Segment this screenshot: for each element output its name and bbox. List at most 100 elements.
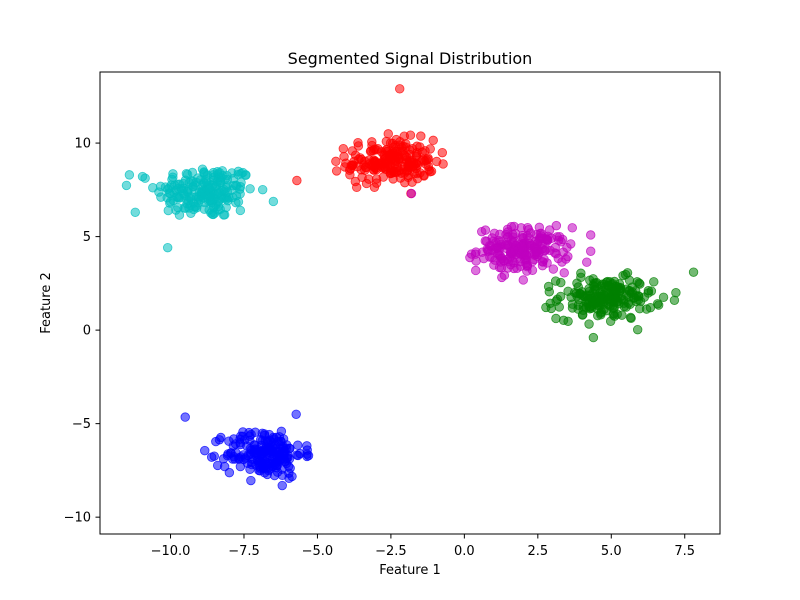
data-point [204, 205, 214, 215]
data-point [180, 412, 190, 422]
data-point [399, 161, 410, 172]
data-point [287, 471, 297, 482]
data-point [471, 265, 481, 276]
data-point [609, 308, 619, 318]
data-point [614, 279, 625, 289]
data-point [212, 460, 223, 471]
data-point [399, 131, 409, 141]
data-point [124, 170, 135, 180]
data-point [671, 288, 681, 298]
data-point [281, 458, 292, 469]
data-point [245, 184, 255, 194]
data-point [369, 182, 380, 193]
data-points [121, 84, 699, 491]
data-point [622, 268, 633, 278]
data-point [688, 267, 699, 277]
data-point [431, 156, 442, 167]
data-point [338, 143, 349, 154]
data-point [567, 303, 578, 313]
data-point [521, 250, 532, 260]
data-point [140, 173, 150, 183]
y-tick-label: 5 [83, 230, 91, 245]
data-point [267, 445, 278, 456]
data-point [350, 176, 361, 187]
data-point [214, 435, 225, 445]
data-point [536, 228, 546, 239]
data-point [543, 281, 554, 292]
data-point [566, 292, 576, 303]
data-point [348, 160, 358, 170]
data-point [566, 239, 576, 249]
data-point [357, 172, 367, 183]
y-tick-label: 10 [74, 137, 91, 152]
data-point [599, 279, 610, 289]
data-point [551, 249, 561, 259]
data-point [182, 169, 193, 180]
data-point [385, 168, 396, 178]
data-point [581, 302, 592, 312]
data-point [412, 173, 423, 184]
data-point [401, 142, 411, 152]
x-tick-label: −5.0 [302, 544, 334, 559]
y-tick-label: 0 [83, 324, 91, 339]
data-point [331, 156, 341, 167]
data-point [199, 168, 209, 178]
data-point [522, 266, 532, 276]
plot-frame [99, 71, 721, 535]
data-point [391, 146, 401, 156]
data-point [148, 183, 158, 193]
data-point [522, 222, 533, 233]
data-point [556, 277, 566, 288]
data-point [215, 204, 225, 215]
data-point [257, 428, 267, 438]
x-tick-label: −7.5 [228, 544, 260, 559]
data-point [669, 295, 680, 306]
data-point [639, 292, 650, 302]
data-point [471, 256, 481, 266]
data-point [559, 268, 569, 278]
data-point [371, 174, 382, 184]
data-point [645, 302, 656, 313]
data-point [180, 203, 191, 214]
data-point [582, 257, 592, 267]
data-point [292, 175, 302, 186]
data-point [509, 236, 520, 247]
x-tick-label: −10.0 [151, 544, 191, 559]
data-point [204, 183, 215, 194]
data-point [369, 144, 380, 154]
data-point [353, 141, 364, 151]
data-point [548, 264, 559, 274]
data-point [273, 436, 283, 447]
data-point [497, 272, 507, 283]
data-point [563, 316, 573, 326]
data-point [653, 300, 664, 310]
x-tick-label: 5.0 [601, 544, 622, 559]
data-point [658, 292, 669, 303]
data-point [174, 210, 185, 220]
data-point [212, 189, 223, 199]
data-point [503, 263, 513, 273]
y-axis-label: Feature 2 [39, 272, 54, 334]
y-tick-label: −10 [64, 511, 91, 526]
data-point [246, 448, 256, 459]
data-point [567, 223, 577, 233]
data-point [486, 241, 496, 251]
data-point [200, 445, 210, 456]
data-point [241, 170, 251, 180]
data-point [646, 286, 657, 296]
data-point [509, 245, 519, 256]
data-point [245, 464, 255, 474]
data-point [563, 251, 573, 262]
x-tick-label: 0.0 [454, 544, 475, 559]
data-point [551, 313, 561, 324]
y-axis: −10 −5 0 5 10 [64, 137, 100, 526]
data-point [303, 450, 314, 461]
data-point [212, 166, 223, 177]
data-point [585, 275, 595, 285]
data-point [632, 324, 643, 335]
data-point [542, 258, 552, 268]
data-point [228, 181, 239, 191]
data-point [531, 246, 542, 257]
data-point [609, 293, 620, 303]
